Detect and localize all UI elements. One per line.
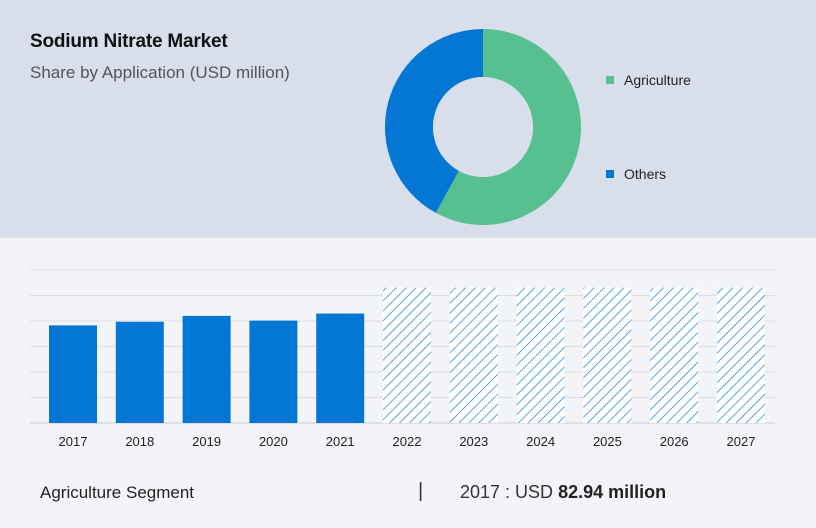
x-tick-label: 2026	[660, 434, 689, 449]
legend-label-agriculture: Agriculture	[624, 72, 691, 88]
forecast-bar-2022	[383, 287, 431, 423]
x-tick-label: 2023	[459, 434, 488, 449]
donut-slice-others	[385, 29, 483, 213]
x-tick-label: 2021	[326, 434, 355, 449]
chart-subtitle: Share by Application (USD million)	[30, 63, 290, 82]
donut-slice-agriculture	[435, 29, 581, 225]
segment-value-prefix: 2017 : USD	[460, 482, 559, 502]
legend-item-agriculture: Agriculture	[606, 72, 691, 88]
legend-label-others: Others	[624, 166, 667, 182]
donut-hole	[433, 77, 533, 177]
bar-chart: 2017 2018 2019 2020 2021 2022 2023 2024 2025 2026…	[30, 269, 775, 449]
bar-2019	[182, 315, 231, 423]
x-tick-label: 2025	[593, 434, 622, 449]
donut-svg	[385, 29, 581, 225]
x-tick-label: 2019	[192, 434, 221, 449]
forecast-bar-2027	[717, 287, 765, 423]
bar-2020	[249, 320, 298, 423]
bar-2021	[316, 313, 365, 423]
bar-2017	[49, 325, 97, 423]
bar-2018	[115, 321, 164, 423]
x-tick-label: 2027	[727, 434, 756, 449]
legend-swatch-others	[606, 170, 614, 178]
donut-chart	[378, 22, 588, 232]
segment-label: Agriculture Segment	[40, 483, 195, 502]
x-tick-label: 2024	[526, 434, 555, 449]
segment-value-amount: 82.94 million	[558, 482, 667, 502]
legend-item-others: Others	[606, 166, 666, 182]
forecast-bar-2026	[650, 287, 699, 423]
footer-separator: |	[418, 480, 424, 502]
x-tick-label: 2020	[259, 434, 288, 449]
x-tick-label: 2017	[59, 434, 88, 449]
chart-title: Sodium Nitrate Market	[30, 31, 228, 52]
segment-value: 2017 : USD 82.94 million	[460, 482, 666, 503]
forecast-bar-2024	[516, 287, 565, 423]
x-tick-label: 2022	[393, 434, 422, 449]
forecast-bar-2023	[449, 287, 498, 423]
forecast-bar-2025	[583, 287, 632, 423]
x-tick-label: 2018	[125, 434, 154, 449]
legend-swatch-agriculture	[606, 76, 614, 84]
